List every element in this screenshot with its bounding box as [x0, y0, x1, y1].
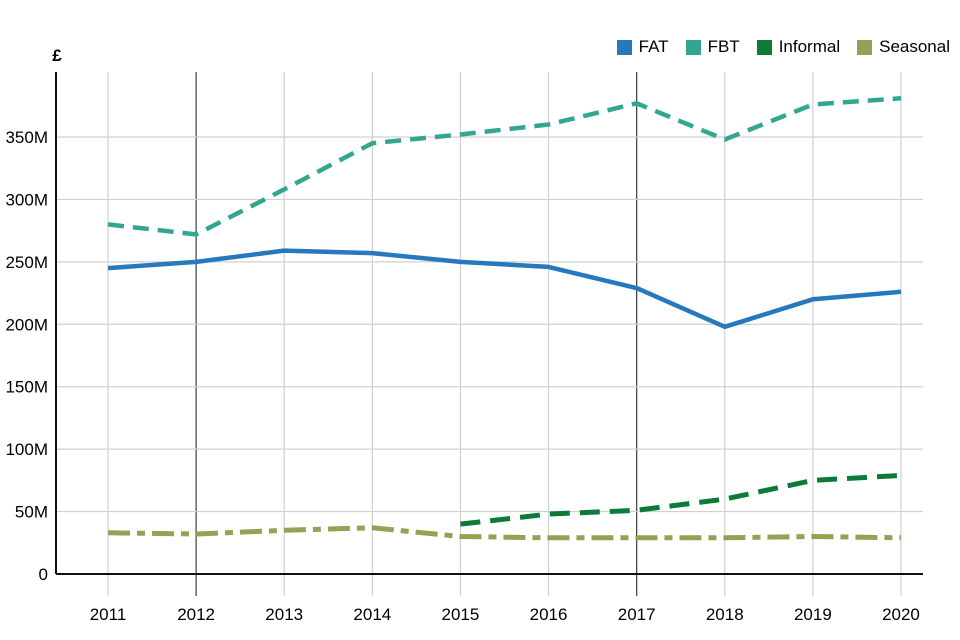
legend-swatch-icon-informal	[756, 39, 772, 55]
y-axis-tick-350M: 350M	[5, 128, 48, 147]
x-axis-tick-2013: 2013	[265, 605, 303, 624]
legend-item-informal[interactable]: Informal	[756, 37, 841, 57]
x-axis-tick-2015: 2015	[442, 605, 480, 624]
x-axis-tick-2014: 2014	[353, 605, 391, 624]
x-axis-tick-2018: 2018	[706, 605, 744, 624]
y-axis-tick-100M: 100M	[5, 440, 48, 459]
legend-label-fat: FAT	[638, 37, 669, 56]
y-axis-tick-150M: 150M	[5, 378, 48, 397]
x-axis-tick-2017: 2017	[618, 605, 656, 624]
series-line-fbt	[107, 96, 902, 237]
x-axis-tick-2020: 2020	[882, 605, 920, 624]
x-axis-tick-2019: 2019	[794, 605, 832, 624]
y-axis-tick-0: 0	[39, 565, 48, 584]
x-axis-tick-2016: 2016	[530, 605, 568, 624]
y-axis-currency-label: £	[52, 46, 62, 65]
y-axis-tick-300M: 300M	[5, 190, 48, 209]
y-axis-tick-200M: 200M	[5, 315, 48, 334]
series-line-informal	[460, 472, 902, 527]
legend-swatch-icon-seasonal	[857, 39, 873, 55]
series-line-seasonal	[107, 525, 902, 541]
legend-label-fbt: FBT	[707, 37, 740, 56]
y-axis-tick-250M: 250M	[5, 253, 48, 272]
legend-swatch-icon-fbt	[685, 39, 701, 55]
x-axis-tick-2012: 2012	[177, 605, 215, 624]
x-axis-tick-2011: 2011	[90, 605, 127, 624]
legend-swatch-icon-fat	[616, 39, 632, 55]
series-line-fat	[107, 248, 902, 330]
chart-legend: FAT FBT Informal Seasonal	[616, 37, 950, 57]
legend-label-informal: Informal	[778, 37, 841, 56]
legend-item-seasonal[interactable]: Seasonal	[857, 37, 950, 57]
y-axis-tick-50M: 50M	[15, 503, 48, 522]
legend-item-fat[interactable]: FAT	[616, 37, 669, 57]
legend-label-seasonal: Seasonal	[879, 37, 950, 56]
legend-item-fbt[interactable]: FBT	[685, 37, 740, 57]
